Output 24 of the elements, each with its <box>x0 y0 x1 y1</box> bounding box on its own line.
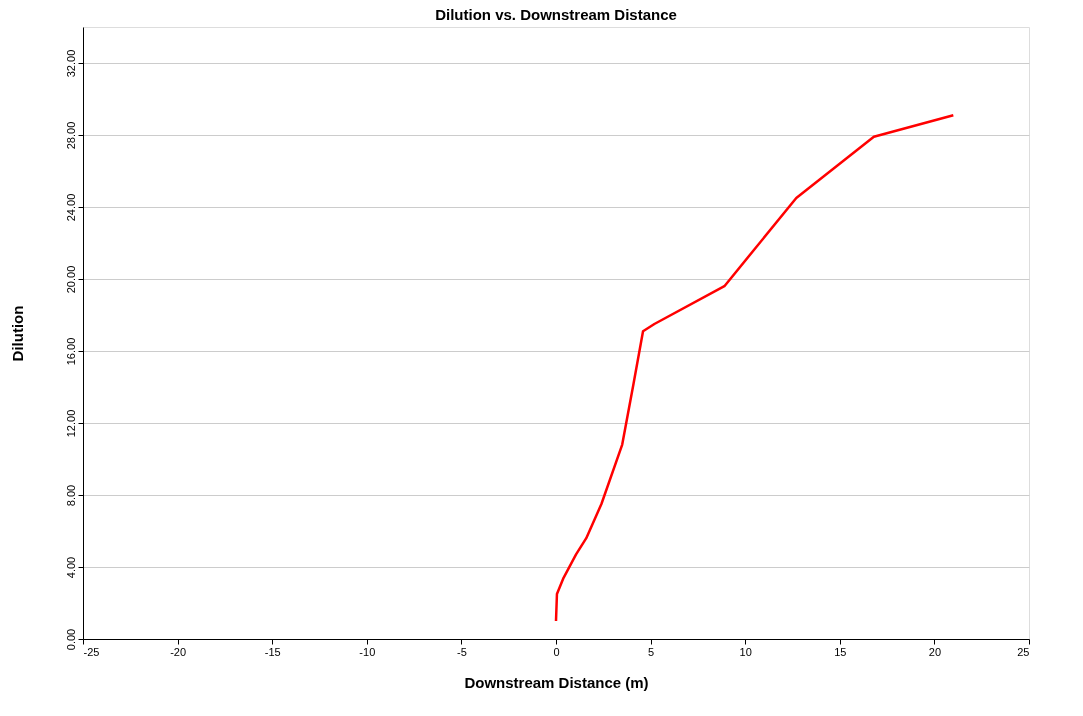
x-tick-label: -10 <box>359 645 376 658</box>
x-tick-label: -20 <box>170 645 187 658</box>
x-tick-label: 10 <box>739 645 752 658</box>
y-tick-label: 8.00 <box>64 484 77 507</box>
y-axis-title: Dilution <box>8 305 26 362</box>
y-tick-label: 0.00 <box>64 628 77 651</box>
y-tick-label: 20.00 <box>64 265 77 294</box>
x-tick-label: 0 <box>553 645 560 658</box>
y-tick-label: 32.00 <box>64 49 77 78</box>
y-tick-label: 12.00 <box>64 409 77 438</box>
x-tick-label: 25 <box>1017 645 1030 658</box>
x-axis-title: Downstream Distance (m) <box>464 673 649 691</box>
chart-title: Dilution vs. Downstream Distance <box>435 6 677 23</box>
x-tick-label: 5 <box>648 645 655 658</box>
x-tick-label: -15 <box>264 645 281 658</box>
y-tick-label: 24.00 <box>64 193 77 222</box>
x-tick-label: -5 <box>457 645 467 658</box>
x-tick-label: -25 <box>83 645 100 658</box>
y-tick-label: 16.00 <box>64 337 77 366</box>
x-tick-label: 20 <box>928 645 942 658</box>
x-tick-label: 15 <box>834 645 847 658</box>
line-series <box>554 113 955 623</box>
y-tick-label: 4.00 <box>64 556 77 579</box>
y-tick-label: 28.00 <box>64 121 77 150</box>
